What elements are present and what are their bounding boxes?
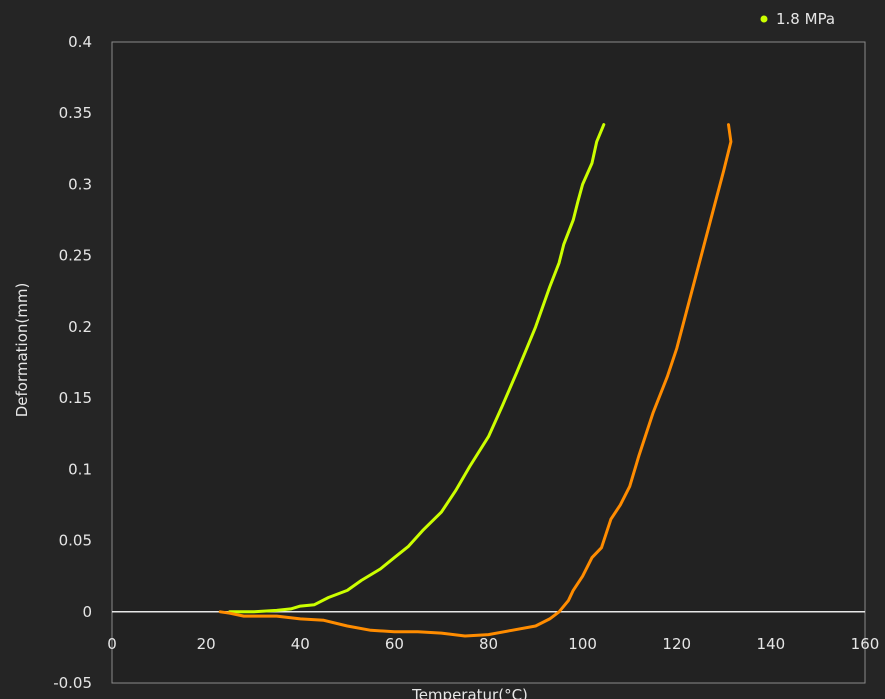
y-tick-label: 0 <box>82 603 92 621</box>
legend-marker <box>760 15 768 23</box>
x-tick-label: 60 <box>385 635 404 653</box>
y-axis-label: Deformation(mm) <box>13 283 31 418</box>
x-tick-label: 20 <box>197 635 216 653</box>
y-axis-ticks: -0.05 0 0.05 0.1 0.15 0.2 0.25 0.3 0.35 0.4 <box>53 33 92 692</box>
y-tick-label: 0.4 <box>68 33 92 51</box>
plot-area <box>111 41 866 684</box>
y-tick-label: 0.05 <box>59 532 92 550</box>
x-axis-label: Temperatur(°C) <box>411 686 528 699</box>
x-tick-label: 100 <box>568 635 597 653</box>
series-line-1 <box>228 123 606 614</box>
series-layer <box>218 123 733 638</box>
x-tick-label: 160 <box>851 635 880 653</box>
x-tick-label: 0 <box>107 635 117 653</box>
y-tick-label: 0.25 <box>59 247 92 265</box>
y-tick-label: 0.2 <box>68 318 92 336</box>
y-tick-label: 0.1 <box>68 460 92 478</box>
y-tick-label: -0.05 <box>53 674 92 692</box>
x-axis-ticks: 0 20 40 60 80 100 120 140 160 <box>107 635 879 653</box>
x-tick-label: 120 <box>662 635 691 653</box>
y-tick-label: 0.15 <box>59 389 92 407</box>
y-tick-label: 0.35 <box>59 104 92 122</box>
x-tick-label: 40 <box>291 635 310 653</box>
x-tick-label: 80 <box>479 635 498 653</box>
x-tick-label: 140 <box>757 635 786 653</box>
legend: 1.8 MPa <box>760 10 835 28</box>
y-tick-label: 0.3 <box>68 175 92 193</box>
series-line-2 <box>218 123 733 638</box>
legend-label: 1.8 MPa <box>776 10 835 28</box>
